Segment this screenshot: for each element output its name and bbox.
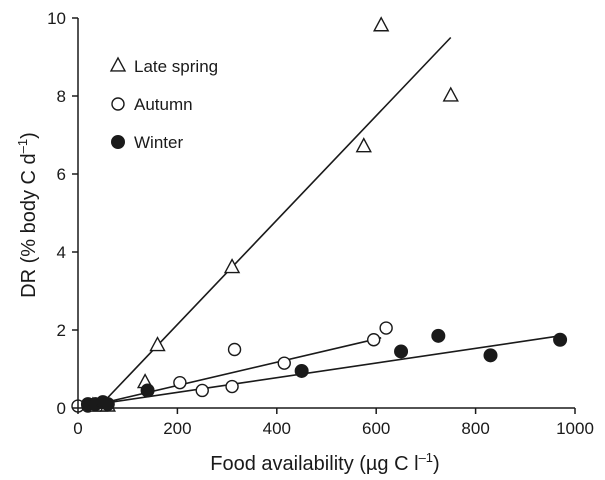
legend-marker-autumn: [111, 97, 125, 111]
data-point-autumn: [225, 379, 239, 394]
data-point-late-spring: [372, 16, 390, 32]
data-point-late-spring: [149, 336, 166, 352]
data-point-autumn: [195, 383, 209, 398]
data-point-autumn: [367, 333, 381, 347]
axes: [77, 18, 575, 409]
data-point-late-spring: [355, 137, 372, 153]
legend-label-autumn: Autumn: [134, 95, 193, 114]
y-tick-label: 0: [57, 399, 66, 418]
data-point-autumn: [173, 375, 187, 390]
x-tick-label: 400: [263, 419, 291, 438]
y-axis-title: DR (% body C d–1): [15, 132, 40, 298]
data-point-winter: [483, 348, 498, 363]
x-tick-label: 200: [163, 419, 191, 438]
data-point-late-spring: [442, 86, 459, 102]
x-axis-title: Food availability (µg C l–1): [210, 450, 439, 475]
data-point-autumn: [277, 356, 291, 370]
y-tick-label: 2: [57, 321, 66, 340]
fit-line-winter: [97, 335, 561, 405]
x-tick-label: 800: [461, 419, 489, 438]
data-point-winter: [394, 344, 409, 359]
y-tick-label: 4: [57, 243, 66, 262]
ticks: 0 200 400 600 800 1000 0 2 4 6 8 10: [47, 9, 594, 438]
data-points: [71, 16, 568, 413]
x-tick-label: 0: [73, 419, 82, 438]
data-point-autumn: [227, 342, 242, 357]
y-tick-label: 6: [57, 165, 66, 184]
y-tick-label: 8: [57, 87, 66, 106]
data-point-winter: [431, 328, 446, 343]
data-point-winter: [553, 332, 568, 347]
legend-marker-late-spring: [109, 56, 127, 72]
x-tick-label: 1000: [556, 419, 594, 438]
data-point-winter: [294, 363, 309, 378]
legend-label-late-spring: Late spring: [134, 57, 218, 76]
x-tick-label: 600: [362, 419, 390, 438]
data-point-autumn: [379, 321, 393, 335]
data-point-late-spring: [223, 258, 241, 274]
legend-marker-winter: [111, 135, 125, 149]
y-tick-label: 10: [47, 9, 66, 28]
legend: Late spring Autumn Winter: [109, 56, 218, 152]
data-point-winter: [140, 383, 155, 398]
legend-label-winter: Winter: [134, 133, 183, 152]
